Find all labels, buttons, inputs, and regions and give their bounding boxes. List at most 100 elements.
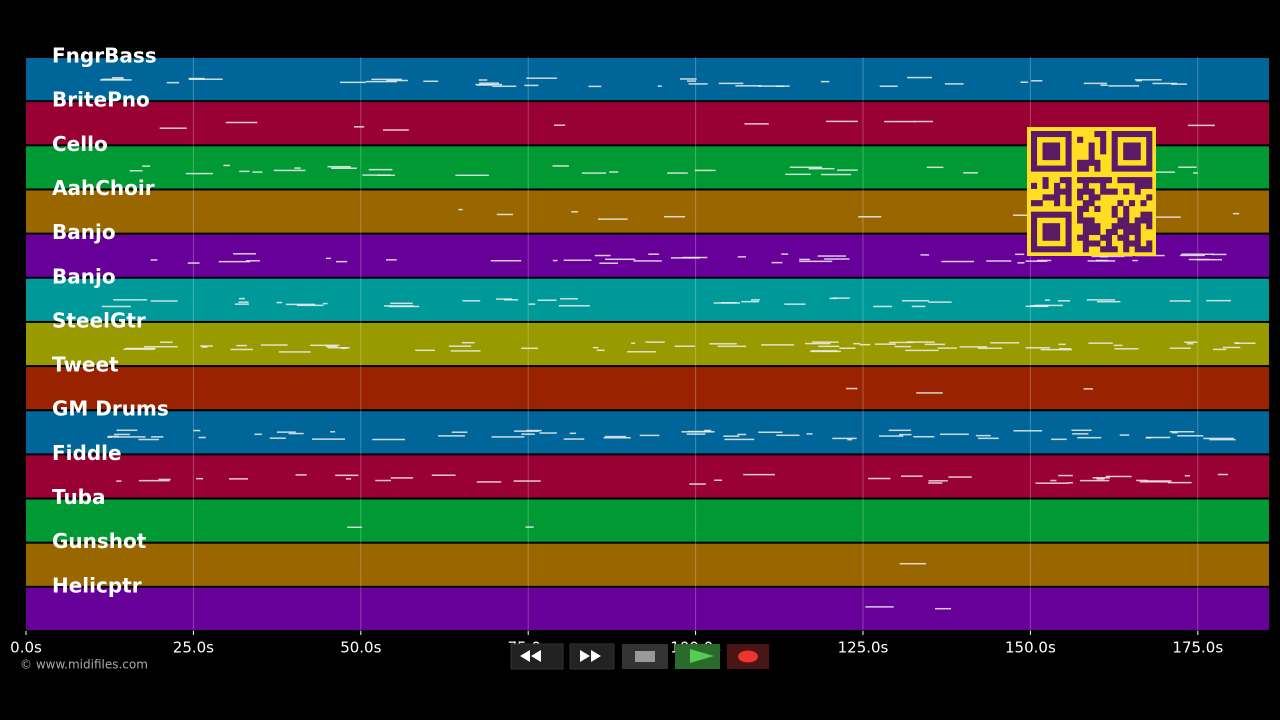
qr-module [1100,246,1107,253]
note [345,478,352,480]
qr-module [1146,154,1153,161]
qr-module [1048,131,1055,138]
note [1222,346,1241,349]
note [1083,388,1094,390]
note [188,78,223,80]
note [975,434,991,437]
note [1119,434,1130,436]
qr-module [1059,211,1066,218]
note [682,256,708,259]
qr-module [1059,188,1066,195]
note [1136,479,1148,482]
qr-module [1123,154,1130,161]
track-lane [26,411,1269,454]
qr-module [1082,217,1089,224]
note [1096,478,1105,480]
note [596,349,605,352]
note [123,348,155,350]
qr-module [1088,194,1095,201]
qr-module [1031,234,1038,241]
note [639,434,660,437]
note [928,482,943,484]
qr-module [1111,165,1118,172]
qr-module [1048,234,1055,241]
note [824,258,850,260]
qr-module [1042,142,1049,149]
note [569,432,577,435]
note [142,165,151,167]
note [761,344,795,346]
note [744,123,769,125]
track-name: Banjo [52,264,116,288]
note [492,85,517,88]
qr-module [1054,200,1061,207]
note [1169,430,1195,433]
rewind-button[interactable] [510,643,564,670]
qr-module [1048,211,1055,218]
note [1213,348,1227,351]
qr-module [1088,154,1095,161]
note [478,79,488,81]
qr-module [1134,223,1141,230]
note [218,260,251,263]
qr-module [1082,182,1089,189]
qr-module [1082,228,1089,236]
note [1203,437,1234,440]
note [868,477,891,480]
note [423,80,439,83]
track-name: Gunshot [52,529,147,553]
note [839,347,856,349]
note [245,260,260,262]
note [108,435,119,438]
qr-module [1146,194,1153,201]
track-name: Tweet [52,353,119,377]
qr-module [1065,240,1072,247]
note [458,208,463,211]
qr-module [1036,131,1043,138]
qr-module [1100,148,1107,155]
note [832,437,857,440]
fast-forward-button[interactable] [569,643,615,670]
note [368,168,393,171]
qr-module [1123,246,1130,253]
qr-module [1128,200,1136,207]
stop-button[interactable] [622,644,668,669]
play-button[interactable] [675,644,720,669]
note [438,435,465,437]
qr-module [1088,142,1095,149]
note [388,305,420,308]
note [276,301,283,304]
note [1058,343,1066,346]
note [185,172,214,175]
note [1145,480,1172,482]
qr-module [1140,211,1147,218]
qr-module [1048,165,1055,172]
note [963,172,979,174]
note [451,431,468,433]
qr-module [1054,165,1061,172]
note [479,82,500,84]
note [1017,262,1025,264]
qr-module [1134,154,1141,161]
qr-module [1094,165,1101,172]
qr-module [1128,131,1136,138]
qr-module [1146,142,1153,149]
qr-module [1077,165,1084,172]
note [539,432,557,434]
qr-module [1111,148,1118,155]
note [603,436,631,439]
qr-module [1134,142,1141,149]
note [495,298,512,300]
qr-module [1065,182,1072,189]
note [959,346,988,348]
record-button[interactable] [727,644,769,669]
note [294,167,301,169]
tick-label: 25.0s [173,639,214,657]
note [1171,431,1178,434]
note [717,345,747,348]
note [552,165,569,167]
note [1035,482,1069,484]
qr-module [1128,223,1136,230]
note [285,303,316,306]
